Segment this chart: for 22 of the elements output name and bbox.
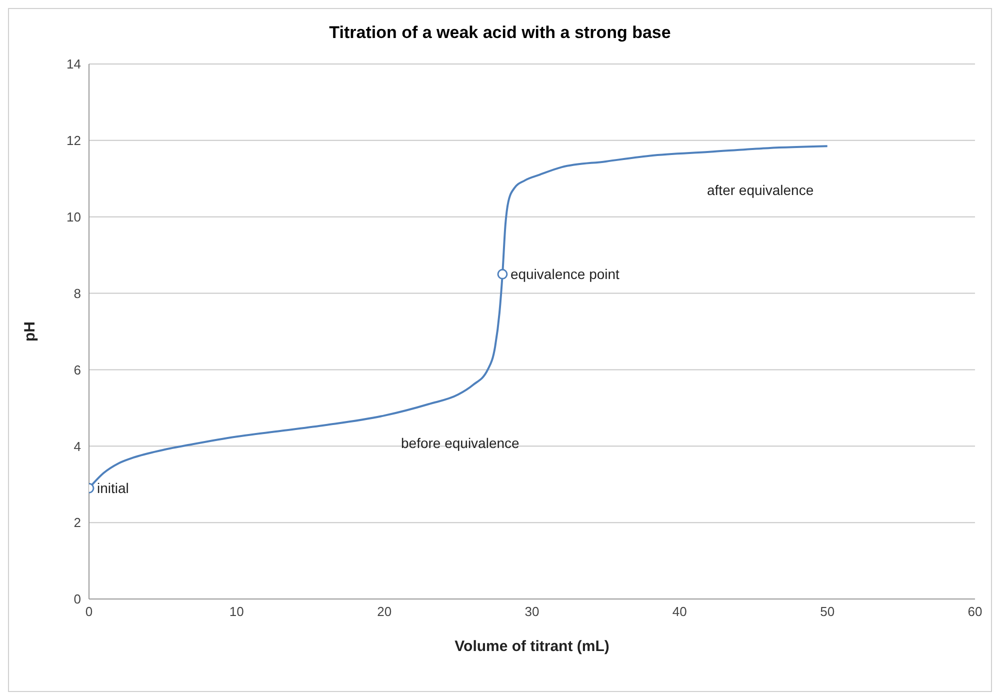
y-axis-title: pH bbox=[21, 322, 38, 342]
y-tick-label: 10 bbox=[66, 209, 81, 224]
x-tick-label: 0 bbox=[85, 604, 93, 620]
x-axis-title: Volume of titrant (mL) bbox=[454, 638, 610, 655]
x-tick-label: 60 bbox=[968, 604, 982, 620]
x-tick-label: 30 bbox=[524, 604, 540, 620]
y-tick-label: 2 bbox=[74, 515, 81, 530]
annotation: after equivalence bbox=[707, 182, 814, 198]
chart-title: Titration of a weak acid with a strong base bbox=[328, 23, 672, 43]
x-tick-label: 40 bbox=[672, 604, 687, 620]
y-tick-label: 14 bbox=[66, 56, 81, 72]
annotation: equivalence point bbox=[510, 266, 620, 282]
annotation: initial bbox=[97, 480, 129, 496]
y-tick-label: 6 bbox=[74, 362, 81, 378]
x-tick-label: 10 bbox=[229, 604, 244, 620]
y-tick-label: 12 bbox=[66, 133, 81, 148]
y-tick-label: 4 bbox=[74, 438, 81, 454]
y-tick-label: 0 bbox=[74, 592, 81, 607]
annotation: before equivalence bbox=[401, 435, 520, 451]
x-tick-label: 50 bbox=[820, 604, 835, 620]
y-tick-label: 8 bbox=[74, 286, 81, 301]
x-tick-label: 20 bbox=[377, 604, 392, 620]
